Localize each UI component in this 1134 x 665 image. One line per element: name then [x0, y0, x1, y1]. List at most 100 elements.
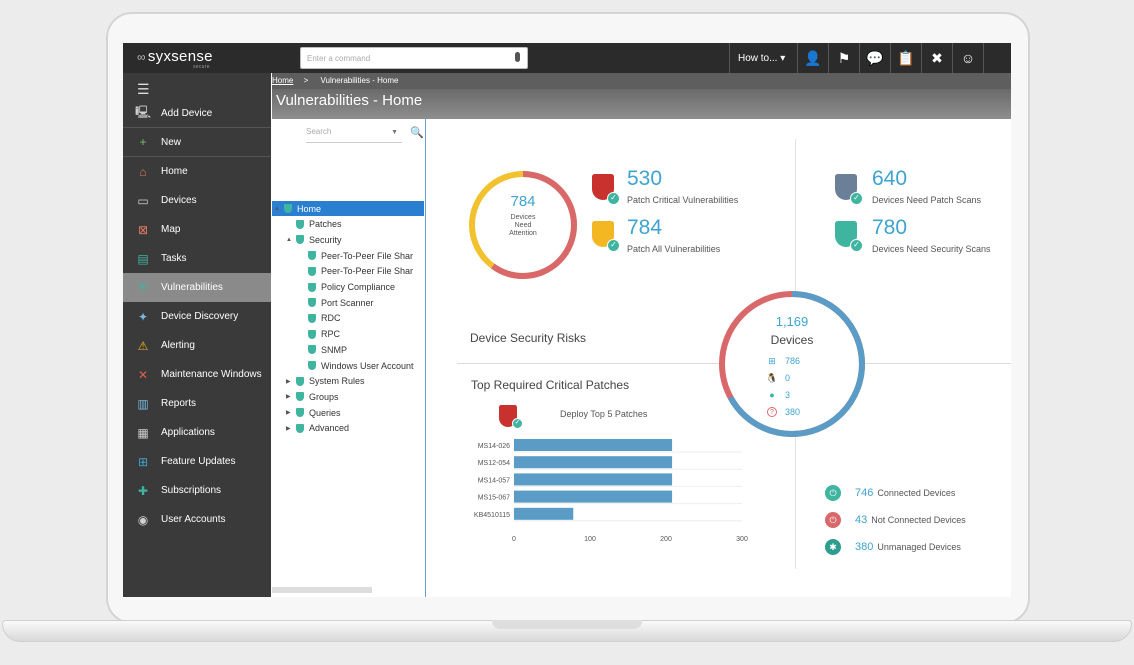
sidebar-item-add-device[interactable]: 🖳 Add Device [123, 99, 271, 128]
bar[interactable] [514, 473, 673, 486]
tree-node[interactable]: ▶ Advanced [286, 421, 424, 436]
status-label: Not Connected Devices [871, 515, 966, 525]
category-label: MS12-054 [478, 460, 510, 467]
tree-node-label: System Rules [309, 376, 365, 387]
windows-icon: ⊞ [768, 355, 776, 366]
how-to-menu[interactable]: How to... ▾ [729, 43, 797, 73]
sidebar-item-label: User Accounts [161, 514, 226, 525]
tree-search-input[interactable]: Search ▼ [306, 127, 402, 143]
tree-node[interactable]: RDC [298, 311, 424, 326]
chat-icon[interactable]: 💬 [859, 43, 890, 73]
flag-icon[interactable]: ⚑ [828, 43, 859, 73]
tools-icon[interactable]: ✖ [921, 43, 952, 73]
user-icon[interactable]: 👤 [797, 43, 828, 73]
deploy-top-patches-button[interactable]: Deploy Top 5 Patches [560, 409, 648, 419]
laptop-notch [492, 620, 642, 629]
sidebar-item-device-discovery[interactable]: ✦ Device Discovery [123, 302, 271, 331]
applications-icon: ▦ [137, 425, 149, 440]
app-screen: ∞ syxsense secure Enter a command How to.… [123, 43, 1011, 597]
tree-horizontal-scrollbar[interactable] [272, 587, 372, 593]
bar[interactable] [514, 507, 574, 520]
tree-node[interactable]: ▶ Groups [286, 389, 424, 404]
tree-toggle-icon[interactable]: ▲ [274, 205, 280, 212]
x-tick-label: 300 [736, 536, 748, 543]
tree-node[interactable]: SNMP [298, 342, 424, 357]
tree-node[interactable]: Policy Compliance [298, 280, 424, 295]
logo-sub: secure [193, 64, 210, 70]
tree-toggle-icon[interactable]: ▶ [286, 394, 291, 401]
search-icon[interactable]: 🔍 [410, 127, 424, 139]
x-tick-label: 200 [660, 536, 672, 543]
device-security-risks-title: Device Security Risks [470, 331, 587, 345]
check-icon: ✓ [850, 192, 863, 205]
tree-node-label: Peer-To-Peer File Shar [321, 266, 414, 277]
sidebar-item-maintenance-windows[interactable]: ✕ Maintenance Windows [123, 360, 271, 389]
devices-total: 1,169 [775, 314, 809, 329]
sidebar-item-label: Reports [161, 398, 197, 409]
tree-node[interactable]: Peer-To-Peer File Shar [298, 264, 424, 279]
bar[interactable] [514, 490, 673, 503]
sidebar-item-home[interactable]: ⌂ Home [123, 157, 271, 186]
tree-toggle-icon[interactable]: ▲ [286, 236, 292, 243]
sidebar-item-vulnerabilities[interactable]: ⛨ Vulnerabilities [123, 273, 271, 302]
os-row-apple[interactable]: ● 3 [767, 390, 790, 400]
tree-node[interactable]: RPC [298, 327, 424, 342]
tree-node[interactable]: Windows User Account [298, 358, 424, 373]
os-row-unknown[interactable]: ? 380 [767, 407, 800, 417]
tree-node[interactable]: ▶ System Rules [286, 374, 424, 389]
sidebar-item-devices[interactable]: ▭ Devices [123, 186, 271, 215]
all-label[interactable]: Patch All Vulnerabilities [627, 244, 721, 254]
sidebar-item-feature-updates[interactable]: ⊞ Feature Updates [123, 447, 271, 476]
tree-node[interactable]: ▶ Queries [286, 405, 424, 420]
all-value: 784 [627, 216, 663, 239]
status-label: Unmanaged Devices [877, 542, 961, 552]
breadcrumb-home-link[interactable]: Home [272, 76, 294, 85]
os-row-linux[interactable]: 🐧 0 [766, 372, 790, 384]
attention-value: 784 [510, 193, 536, 210]
sidebar-item-label: Devices [161, 195, 197, 206]
linux-icon: 🐧 [766, 372, 778, 383]
os-row-windows[interactable]: ⊞ 786 [767, 355, 800, 367]
sidebar-item-alerting[interactable]: ⚠ Alerting [123, 331, 271, 360]
smiley-icon[interactable]: ☺ [952, 43, 983, 73]
sidebar-item-applications[interactable]: ▦ Applications [123, 418, 271, 447]
chevron-down-icon[interactable]: ▼ [391, 129, 398, 136]
tree-toggle-icon[interactable]: ▶ [286, 410, 291, 417]
sidebar-item-map[interactable]: ⊠ Map [123, 215, 271, 244]
tree-shield-icon [308, 298, 316, 308]
tree-toggle-icon[interactable]: ▶ [286, 378, 291, 385]
bar[interactable] [514, 456, 673, 469]
microphone-icon[interactable] [515, 52, 520, 62]
logo-text: syxsense [147, 48, 213, 65]
command-input[interactable]: Enter a command [300, 47, 528, 69]
connection-status-row[interactable]: ⏻ 746 Connected Devices [825, 485, 955, 501]
check-icon: ✓ [850, 239, 863, 252]
sidebar-item-label: Feature Updates [161, 456, 236, 467]
sidebar-item-subscriptions[interactable]: ✚ Subscriptions [123, 476, 271, 505]
clipboard-icon[interactable]: 📋 [890, 43, 921, 73]
tree-node-label: Port Scanner [321, 297, 374, 308]
tree-node[interactable]: ▲ Home [272, 201, 424, 216]
tree-node[interactable]: Patches [286, 217, 424, 232]
sidebar-item-tasks[interactable]: ▤ Tasks [123, 244, 271, 273]
tree-node[interactable]: ▲ Security [286, 232, 424, 247]
sidebar-item-user-accounts[interactable]: ◉ User Accounts [123, 505, 271, 534]
x-tick-label: 100 [584, 536, 596, 543]
sidebar-item-new[interactable]: + New [123, 128, 271, 157]
tree-toggle-icon[interactable]: ▶ [286, 425, 291, 432]
attention-line-3: Attention [509, 230, 537, 237]
security-scans-label[interactable]: Devices Need Security Scans [872, 244, 991, 254]
sidebar-item-label: Vulnerabilities [161, 282, 223, 293]
hamburger-menu-icon[interactable]: ☰ [137, 81, 150, 97]
connection-status-row[interactable]: ✱ 380 Unmanaged Devices [825, 539, 961, 555]
critical-label[interactable]: Patch Critical Vulnerabilities [627, 195, 739, 205]
status-label: Connected Devices [877, 488, 956, 498]
sidebar-item-reports[interactable]: ▥ Reports [123, 389, 271, 418]
tree-node[interactable]: Peer-To-Peer File Shar [298, 248, 424, 263]
tree-node[interactable]: Port Scanner [298, 295, 424, 310]
connection-status-row[interactable]: ⏻ 43 Not Connected Devices [825, 512, 966, 528]
bar[interactable] [514, 439, 673, 451]
sidebar-item-label: New [161, 136, 182, 148]
logo[interactable]: ∞ syxsense secure [137, 48, 227, 70]
patch-scans-label[interactable]: Devices Need Patch Scans [872, 195, 982, 205]
